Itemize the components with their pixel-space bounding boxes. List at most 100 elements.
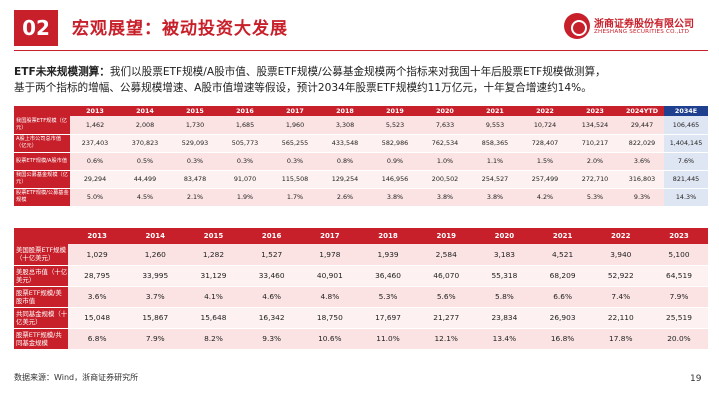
table-cell: 13.4%: [475, 328, 534, 350]
table-cell: 3.6%: [620, 152, 664, 171]
table-cell: 4.2%: [520, 188, 570, 207]
table-cell: 257,499: [520, 170, 570, 189]
intro-lead: ETF未来规模测算：: [14, 66, 110, 78]
table-cell: 55,318: [475, 265, 534, 287]
page-title: 宏观展望：被动投资大发展: [72, 19, 288, 39]
row-label: 股票ETF规模/共同基金规模: [14, 328, 68, 350]
table-cell: 1,978: [300, 244, 359, 266]
column-header: 2022: [520, 106, 570, 116]
table-cell: 1,029: [68, 244, 127, 266]
intro-text-1: 我们以股票ETF规模/A股市值、股票ETF规模/公募基金规模两个指标来对我国十年…: [109, 66, 606, 78]
column-header: 2017: [270, 106, 320, 116]
table-cell: 4.8%: [300, 286, 359, 308]
table-cell: 4.5%: [120, 188, 170, 207]
column-header: 2016: [242, 228, 301, 244]
column-header: 2014: [126, 228, 185, 244]
row-label: 股票ETF规模/美股市值: [14, 286, 68, 308]
row-label: 我国公募基金规模（亿元）: [14, 170, 70, 189]
table-cell: 7.9%: [649, 286, 709, 308]
column-header: 2021: [533, 228, 592, 244]
table-cell: 1,282: [184, 244, 243, 266]
table-row: 我国股票ETF规模（亿元） 1,462 2,008 1,730 1,685 1,960 3,…: [14, 116, 708, 135]
table-cell: 1.1%: [470, 152, 520, 171]
table-cell: 821,445: [664, 170, 708, 189]
table-cell: 1.5%: [520, 152, 570, 171]
table-cell: 25,519: [649, 307, 709, 329]
table-cell: 3,940: [591, 244, 650, 266]
table-cell: 5.3%: [570, 188, 620, 207]
table-cell: 1,960: [270, 116, 320, 135]
table-cell: 5,523: [370, 116, 420, 135]
header-corner: [14, 106, 70, 116]
table-cell: 17,697: [358, 307, 418, 329]
table-cell: 7.6%: [664, 152, 708, 171]
table-cell: 822,029: [620, 134, 664, 153]
us-etf-table: 2013 2014 2015 2016 2017 2018 2019 2020 2021 2022…: [14, 228, 709, 350]
table-cell: 10.6%: [300, 328, 359, 350]
column-header: 2022: [591, 228, 650, 244]
column-header: 2018: [320, 106, 370, 116]
column-header: 2018: [358, 228, 418, 244]
table-cell: 9.3%: [620, 188, 664, 207]
table-cell: 5.3%: [358, 286, 418, 308]
table-cell: 68,209: [533, 265, 592, 287]
table-cell: 46,070: [417, 265, 476, 287]
column-header: 2014: [120, 106, 170, 116]
table-cell: 0.9%: [370, 152, 420, 171]
intro-line-2: 基于两个指标的增幅、公募规模增速、A股市值增速等假设，预计2034年股票ETF规…: [14, 82, 592, 94]
table-cell: 272,710: [570, 170, 620, 189]
table-cell: 4.6%: [242, 286, 301, 308]
table-cell: 23,834: [475, 307, 534, 329]
table-cell: 0.3%: [170, 152, 220, 171]
column-header: 2019: [370, 106, 420, 116]
table-cell: 10,724: [520, 116, 570, 135]
column-header: 2017: [300, 228, 359, 244]
table-cell: 1,462: [70, 116, 120, 135]
table-cell: 2.6%: [320, 188, 370, 207]
table-cell: 1.0%: [420, 152, 470, 171]
table-cell: 1,260: [126, 244, 185, 266]
table-cell: 1,939: [358, 244, 418, 266]
column-header: 2023: [570, 106, 620, 116]
table-row: 美股总市值（十亿美元） 28,795 33,995 31,129 33,460 40,90…: [14, 265, 709, 287]
table-cell: 146,956: [370, 170, 420, 189]
column-header: 2015: [184, 228, 243, 244]
table-cell: 0.8%: [320, 152, 370, 171]
header-divider: [14, 50, 708, 51]
logo-icon: [564, 13, 590, 39]
table-header-row: 2013 2014 2015 2016 2017 2018 2019 2020 2021 2022…: [14, 106, 708, 116]
table-cell: 6.8%: [68, 328, 127, 350]
intro-line-1: ETF未来规模测算：我们以股票ETF规模/A股市值、股票ETF规模/公募基金规模…: [14, 64, 708, 80]
row-label: A股上市公司总市值（亿元）: [14, 134, 70, 153]
column-header: 2016: [220, 106, 270, 116]
table-cell: 582,986: [370, 134, 420, 153]
table-cell: 762,534: [420, 134, 470, 153]
table-row: 共同基金规模（十亿美元） 15,048 15,867 15,648 16,342 18,7…: [14, 307, 709, 329]
table-header-row: 2013 2014 2015 2016 2017 2018 2019 2020 2021 2022…: [14, 228, 709, 244]
intro-paragraph: ETF未来规模测算：我们以股票ETF规模/A股市值、股票ETF规模/公募基金规模…: [14, 64, 708, 96]
column-header: 2020: [475, 228, 534, 244]
table-cell: 5.6%: [417, 286, 476, 308]
table-cell: 134,524: [570, 116, 620, 135]
table-cell: 21,277: [417, 307, 476, 329]
table-cell: 858,365: [470, 134, 520, 153]
table-cell: 3.7%: [126, 286, 185, 308]
table-cell: 7.4%: [591, 286, 650, 308]
table-cell: 44,499: [120, 170, 170, 189]
logo-name-cn: 浙商证券股份有限公司: [594, 19, 694, 30]
table-cell: 370,823: [120, 134, 170, 153]
table-cell: 2,008: [120, 116, 170, 135]
table-cell: 40,901: [300, 265, 359, 287]
table-cell: 20.0%: [649, 328, 709, 350]
section-number: 02: [14, 10, 58, 46]
table-cell: 505,773: [220, 134, 270, 153]
column-header: 2020: [420, 106, 470, 116]
table-cell: 33,460: [242, 265, 301, 287]
table-cell: 4,521: [533, 244, 592, 266]
table-cell: 15,648: [184, 307, 243, 329]
table-row: 股票ETF规模/公募基金规模 5.0% 4.5% 2.1% 1.9% 1.7% 2.6% 3.…: [14, 188, 708, 207]
table-cell: 2,584: [417, 244, 476, 266]
table-cell: 529,093: [170, 134, 220, 153]
table-cell: 16.8%: [533, 328, 592, 350]
table-cell: 3.8%: [420, 188, 470, 207]
